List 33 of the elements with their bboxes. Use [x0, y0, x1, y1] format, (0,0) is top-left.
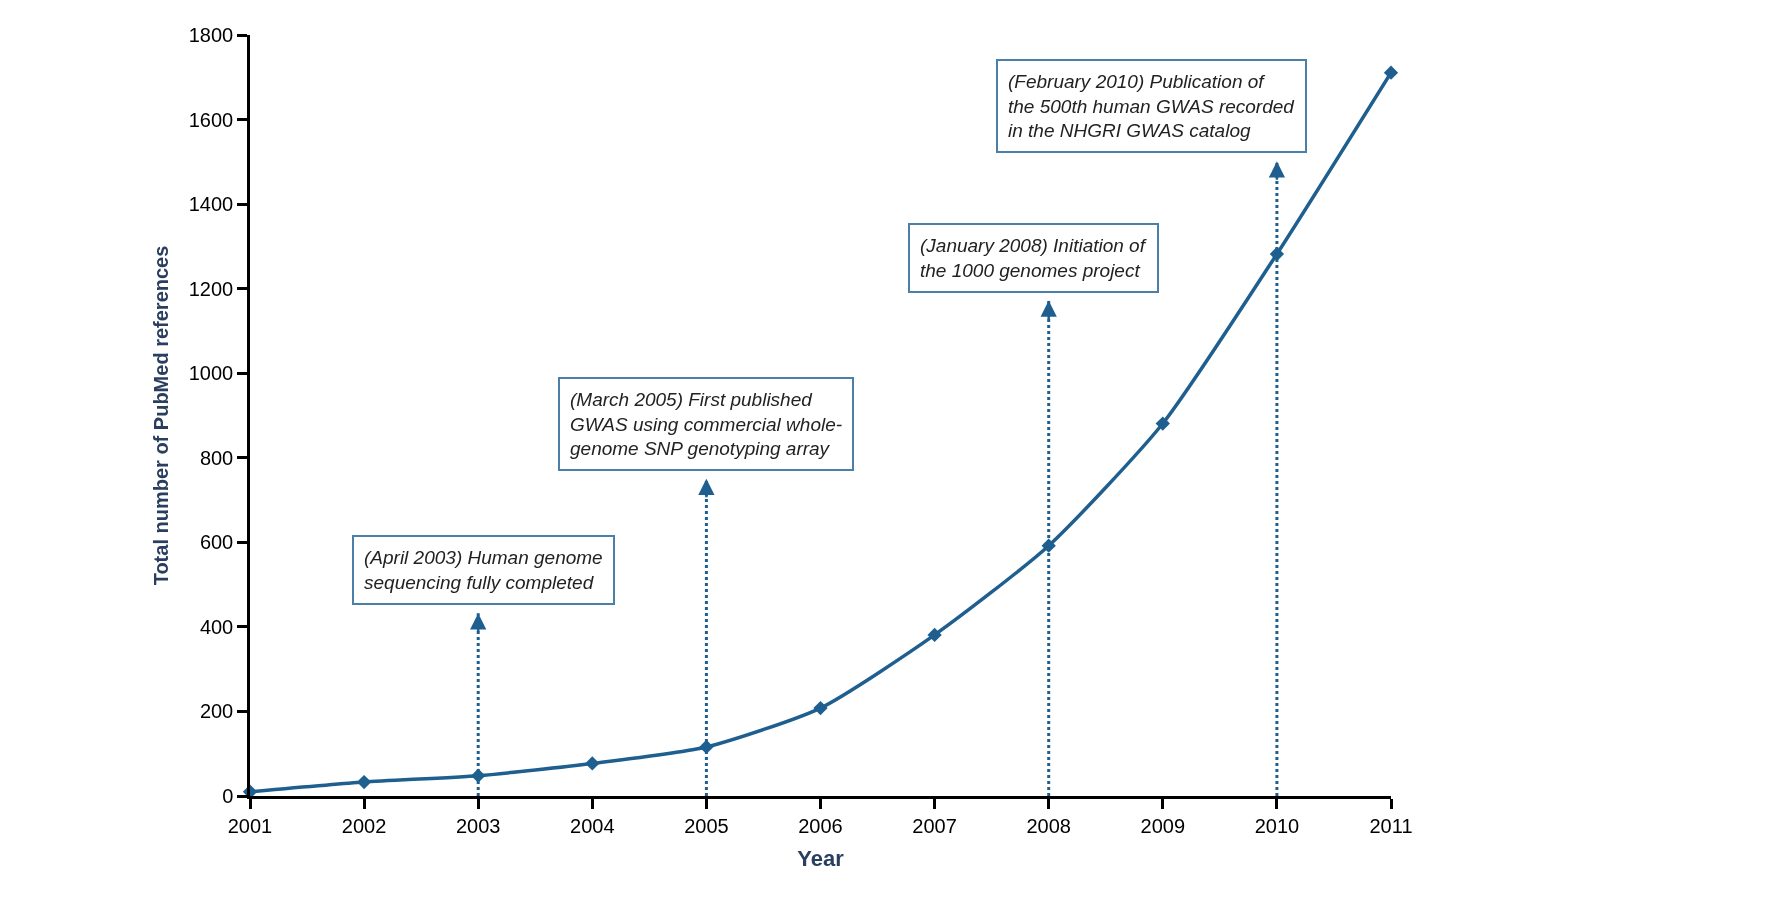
y-tick-label: 800: [199, 446, 234, 469]
y-tick-label: 0: [222, 785, 234, 807]
point: [927, 627, 942, 643]
point: [585, 756, 600, 771]
y-tick-label: 1600: [188, 108, 234, 131]
y-tick-label: 1000: [188, 362, 234, 385]
ref-line-label: (March 2005) First published GWAS using commercial whole- genome SNP genotyping array: [570, 389, 843, 460]
x-tick-label: 2009: [1140, 814, 1186, 837]
x-tick-label: 2003: [455, 814, 501, 837]
y-tick-label: 1400: [188, 193, 234, 216]
x-tick-label: 2010: [1254, 814, 1300, 837]
ref-line-label: (January 2008) Initiation of the 1000 genomes project: [920, 235, 1147, 281]
x-axis-title: Year: [797, 845, 845, 871]
point: [813, 700, 828, 716]
x-tick-label: 2004: [570, 814, 615, 837]
x-tick-label: 2005: [684, 814, 729, 837]
ref-line-label: (February 2010) Publication of the 500th human GWAS recorded in the NHGRI GWAS catalog: [1008, 71, 1296, 142]
x-tick-label: 2002: [341, 814, 387, 837]
y-tick-label: 1800: [188, 24, 234, 46]
x-tick-label: 2007: [912, 814, 957, 837]
y-tick-label: 1200: [188, 277, 234, 300]
x-tick-label: 2006: [798, 814, 843, 837]
point: [356, 774, 372, 790]
y-tick-label: 600: [199, 531, 234, 554]
y-tick-label: 200: [199, 700, 234, 723]
x-tick-label: 2008: [1026, 814, 1071, 837]
x-tick-label: 2011: [1369, 814, 1413, 837]
point: [1383, 65, 1399, 80]
x-tick-label: 2001: [227, 814, 273, 837]
point: [1155, 416, 1170, 431]
y-tick-label: 400: [199, 615, 234, 638]
ref-line-label: (April 2003) Human genome sequencing fully completed: [364, 547, 603, 593]
y-axis-title: Total number of PubMed references: [150, 245, 173, 586]
